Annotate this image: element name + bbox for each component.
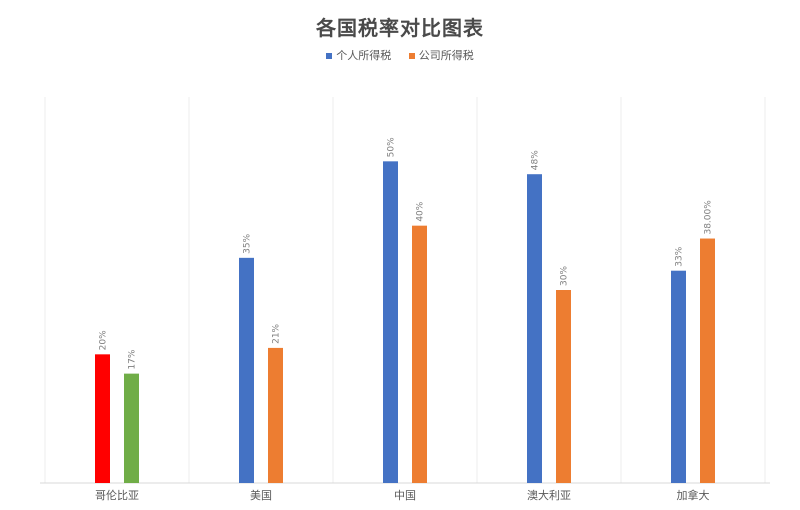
legend-label-corporate-tax: 公司所得税 <box>418 49 474 62</box>
bar <box>556 290 571 483</box>
bar <box>95 354 110 483</box>
bar <box>239 257 254 483</box>
bar <box>527 174 542 483</box>
data-label: 38.00% <box>704 200 714 235</box>
legend-label-personal-tax: 个人所得税 <box>336 49 392 62</box>
data-label: 20% <box>99 330 109 350</box>
bar <box>383 161 398 484</box>
x-tick-label: 中国 <box>394 489 416 502</box>
x-tick-label: 澳大利亚 <box>527 488 571 502</box>
x-tick-label: 美国 <box>250 489 272 502</box>
data-label: 48% <box>531 150 541 170</box>
x-tick-label: 加拿大 <box>677 488 710 502</box>
data-label: 50% <box>387 137 397 157</box>
bar <box>700 238 715 483</box>
legend-swatch-personal-tax <box>326 53 333 59</box>
legend-item-corporate-tax: 公司所得税 <box>408 47 474 63</box>
data-label: 35% <box>243 233 253 253</box>
legend-swatch-corporate-tax <box>408 53 415 59</box>
legend: 个人所得税 公司所得税 <box>0 47 800 63</box>
bar <box>671 270 686 483</box>
data-label: 21% <box>272 323 282 343</box>
bar <box>268 347 283 483</box>
bar <box>412 225 427 483</box>
bar <box>124 373 139 483</box>
x-tick-label: 哥伦比亚 <box>95 488 139 502</box>
legend-item-personal-tax: 个人所得税 <box>326 47 391 63</box>
data-label: 33% <box>675 246 685 266</box>
data-label: 17% <box>128 349 138 369</box>
data-label: 40% <box>416 201 426 221</box>
chart-title: 各国税率对比图表 <box>316 16 484 40</box>
data-label: 30% <box>560 266 570 286</box>
